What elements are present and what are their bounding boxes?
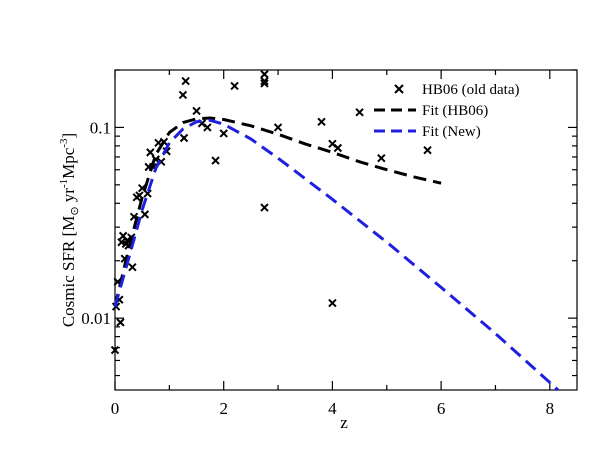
ylabel-main: Cosmic SFR [M — [59, 216, 78, 327]
data-point-stroke — [333, 143, 343, 153]
data-point-stroke — [192, 106, 201, 116]
data-point — [219, 129, 228, 138]
x-tick-label: 4 — [328, 399, 337, 418]
data-point-stroke — [211, 156, 220, 165]
data-point-stroke — [178, 90, 188, 100]
data-point — [260, 76, 269, 86]
data-point-stroke — [197, 119, 207, 128]
x-tick-label: 8 — [546, 399, 555, 418]
data-point — [260, 79, 269, 88]
data-point-stroke — [129, 212, 139, 221]
y-tick-label: 0.1 — [90, 118, 111, 137]
data-point-stroke — [219, 129, 228, 138]
data-point — [230, 81, 239, 91]
data-point — [211, 156, 220, 165]
data-point-stroke — [140, 210, 150, 219]
data-point — [143, 189, 152, 198]
x-tick-label: 6 — [437, 399, 446, 418]
data-point-stroke — [317, 117, 326, 127]
legend-marker-hb06-old-data — [394, 84, 404, 94]
data-point — [273, 123, 283, 132]
ylabel-yr-exponent: -1 — [58, 179, 70, 188]
data-point-stroke — [118, 231, 128, 241]
data-point — [377, 153, 386, 163]
ylabel-yr: yr — [59, 188, 78, 207]
data-point — [181, 76, 190, 86]
data-point-stroke — [260, 79, 269, 88]
legend-label-fit-hb06: Fit (HB06) — [422, 103, 488, 119]
series-line-fit-hb06 — [113, 116, 442, 307]
legend: HB06 (old data) Fit (HB06) Fit (New) — [374, 82, 519, 140]
data-point — [140, 210, 150, 219]
data-point — [260, 70, 269, 79]
data-point — [260, 203, 269, 212]
y-axis-title: Cosmic SFR [M⊙ yr-1Mpc-3] — [58, 133, 81, 327]
data-point-stroke — [203, 123, 212, 132]
data-point — [328, 298, 337, 308]
data-point — [423, 145, 432, 155]
data-point — [178, 90, 188, 100]
data-point — [355, 108, 364, 117]
ylabel-mpc: Mpc — [59, 147, 78, 179]
data-point-stroke — [260, 70, 269, 79]
data-point — [110, 345, 120, 355]
data-point-stroke — [143, 189, 152, 198]
data-point-stroke — [146, 148, 155, 157]
data-point-stroke — [181, 76, 190, 86]
legend-label-hb06-old-data: HB06 (old data) — [422, 82, 519, 98]
data-point-stroke — [116, 318, 125, 327]
data-point-stroke — [328, 298, 337, 308]
series-points-hb06-old-data — [110, 70, 432, 355]
data-point-stroke — [260, 76, 269, 86]
data-point — [179, 133, 189, 143]
x-tick-label: 0 — [111, 399, 120, 418]
legend-label-fit-new: Fit (New) — [422, 124, 481, 140]
x-tick-label: 2 — [219, 399, 228, 418]
plot-frame — [114, 69, 578, 391]
data-point — [192, 106, 201, 116]
data-point-stroke — [117, 238, 126, 247]
data-point-stroke — [355, 108, 364, 117]
data-point-stroke — [273, 123, 283, 132]
data-point-stroke — [179, 133, 189, 143]
data-point-stroke — [128, 262, 137, 272]
data-point — [116, 318, 125, 327]
data-point — [203, 123, 212, 132]
data-point — [128, 262, 137, 272]
data-point-stroke — [377, 153, 386, 163]
y-tick-label: 0.01 — [81, 309, 111, 328]
data-point — [146, 148, 155, 157]
data-point-stroke — [328, 139, 337, 149]
data-point-stroke — [135, 191, 144, 200]
data-point-stroke — [230, 81, 239, 91]
ylabel-sun-subscript: ⊙ — [69, 206, 81, 215]
data-point-stroke — [110, 345, 120, 355]
ylabel-end: ] — [59, 133, 78, 139]
data-point — [317, 117, 326, 127]
series-layer — [110, 70, 560, 392]
data-point-stroke — [423, 145, 432, 155]
axis-ticks: 0 2 4 6 8 0.01 0.1 — [81, 69, 577, 418]
x-axis-title: z — [340, 413, 348, 432]
data-point — [333, 143, 343, 153]
series-line-fit-new — [113, 118, 560, 392]
data-point-stroke — [260, 203, 269, 212]
ylabel-mpc-exponent: -3 — [58, 138, 70, 148]
data-point-stroke — [154, 138, 163, 148]
